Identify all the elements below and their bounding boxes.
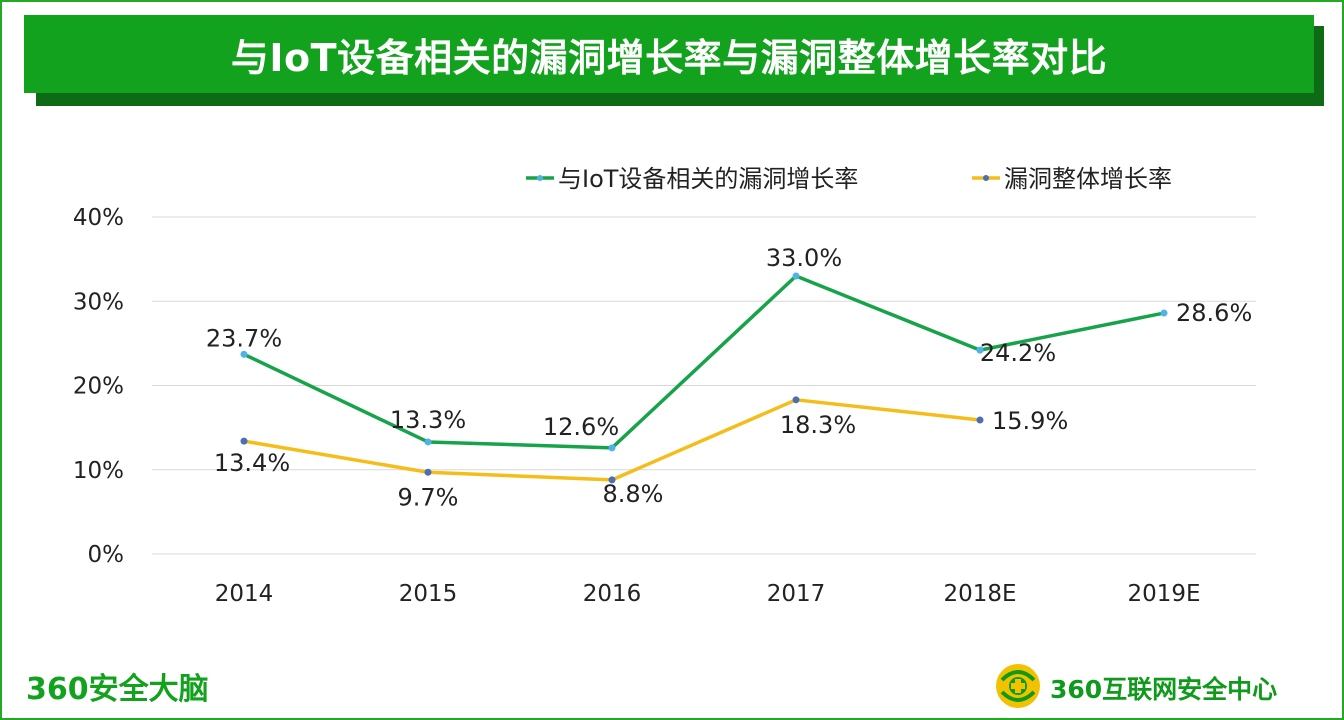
data-point [424, 468, 432, 476]
x-tick-label: 2015 [399, 581, 458, 607]
x-tick-label: 2014 [215, 581, 274, 607]
legend-item-overall-label: 漏洞整体增长率 [1004, 165, 1172, 193]
data-point [976, 346, 984, 354]
data-point [608, 444, 616, 452]
x-tick-label: 2018E [943, 581, 1016, 607]
data-label: 33.0% [766, 244, 842, 272]
y-tick-label: 0% [88, 542, 125, 568]
brand-right: 360互联网安全中心 [1050, 675, 1278, 704]
data-label: 9.7% [398, 483, 459, 511]
data-label: 28.6% [1176, 299, 1252, 327]
y-tick-label: 40% [73, 205, 124, 231]
data-label: 8.8% [603, 480, 664, 508]
data-label: 13.3% [390, 406, 466, 434]
data-point [976, 416, 984, 424]
title-bar: 与IoT设备相关的漏洞增长率与漏洞整体增长率对比 [24, 15, 1314, 93]
brand-left: 360安全大脑 [26, 672, 209, 707]
x-tick-label: 2019E [1127, 581, 1200, 607]
data-point [240, 437, 248, 445]
data-label: 18.3% [780, 411, 856, 439]
data-label: 23.7% [206, 324, 282, 352]
legend-item-iot-label: 与IoT设备相关的漏洞增长率 [558, 165, 858, 193]
y-tick-label: 30% [73, 289, 124, 315]
data-point [240, 350, 248, 358]
legend-item-overall-marker [983, 175, 989, 181]
series-line-iot [243, 274, 1165, 450]
data-point [424, 438, 432, 446]
data-label: 15.9% [992, 407, 1068, 435]
data-point [792, 272, 800, 280]
data-label: 12.6% [543, 413, 619, 441]
legend-item-iot-marker [537, 175, 543, 181]
x-tick-label: 2017 [767, 581, 826, 607]
data-point [608, 476, 616, 484]
chart-title: 与IoT设备相关的漏洞增长率与漏洞整体增长率对比 [230, 35, 1108, 80]
360-shield-logo-icon [996, 664, 1040, 708]
data-label: 13.4% [214, 449, 290, 477]
y-tick-label: 10% [73, 458, 124, 484]
y-tick-label: 20% [73, 374, 124, 400]
data-point [792, 396, 800, 404]
data-point [1160, 309, 1168, 317]
x-tick-label: 2016 [583, 581, 642, 607]
data-label: 24.2% [980, 339, 1056, 367]
